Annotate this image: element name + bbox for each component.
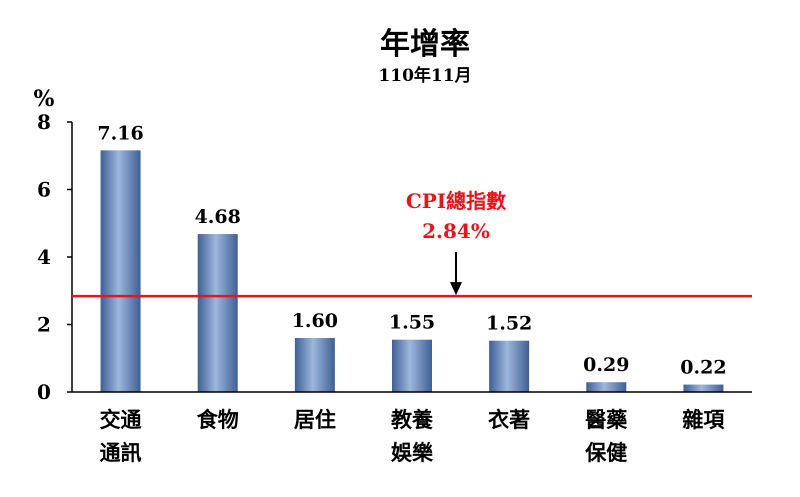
y-unit-label: % bbox=[34, 86, 55, 112]
y-tick-label: 2 bbox=[37, 313, 51, 337]
chart-subtitle: 110年11月 bbox=[378, 65, 471, 86]
category-label: 保健 bbox=[584, 440, 627, 465]
category-label: 居住 bbox=[294, 407, 336, 432]
bar bbox=[197, 234, 238, 392]
data-label: 0.29 bbox=[583, 354, 629, 376]
category-label: 醫藥 bbox=[585, 407, 628, 432]
chart-title: 年增率 bbox=[380, 27, 470, 62]
category-label: 雜項 bbox=[682, 407, 725, 432]
data-label: 4.68 bbox=[195, 206, 241, 228]
bar bbox=[294, 338, 335, 392]
y-tick-label: 0 bbox=[37, 380, 51, 404]
data-label: 7.16 bbox=[97, 122, 143, 144]
category-label: 通訊 bbox=[100, 440, 142, 465]
category-label: 食物 bbox=[197, 407, 239, 432]
bar bbox=[489, 340, 530, 392]
bar bbox=[392, 339, 432, 392]
data-label: 1.55 bbox=[389, 312, 435, 334]
y-tick-label: 4 bbox=[37, 245, 51, 269]
cpi-value-label: 2.84% bbox=[422, 219, 490, 243]
bar bbox=[586, 382, 627, 392]
category-label: 交通 bbox=[100, 407, 142, 432]
cpi-label: CPI總指數 bbox=[406, 189, 506, 213]
bar bbox=[683, 384, 724, 392]
y-tick-label: 6 bbox=[37, 178, 51, 202]
data-label: 0.22 bbox=[680, 357, 726, 379]
category-label: 娛樂 bbox=[390, 440, 434, 465]
bar bbox=[100, 150, 141, 392]
y-tick-label: 8 bbox=[37, 110, 51, 134]
cpi-arrow-head-icon bbox=[450, 282, 462, 296]
category-label: 衣著 bbox=[488, 407, 530, 432]
data-label: 1.60 bbox=[292, 310, 338, 332]
category-label: 教養 bbox=[391, 407, 434, 432]
data-label: 1.52 bbox=[486, 313, 532, 335]
